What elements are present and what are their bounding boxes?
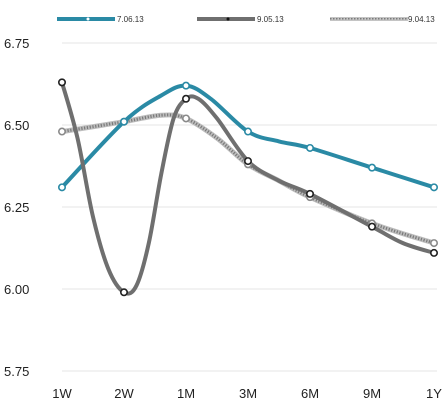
- x-tick-label: 9M: [363, 386, 381, 401]
- x-tick-label: 1Y: [426, 386, 442, 401]
- x-tick-label: 6M: [301, 386, 319, 401]
- y-axis-labels: 5.75 6.00 6.25 6.50 6.75: [4, 36, 29, 379]
- data-point: [120, 288, 129, 297]
- y-tick-label: 6.25: [4, 200, 29, 215]
- data-point: [305, 143, 314, 152]
- legend-label: 9.04.13: [408, 15, 435, 24]
- data-point: [57, 127, 66, 136]
- series-line-7.06.13: [60, 83, 436, 190]
- series-line-9.05.13: [60, 80, 436, 296]
- y-tick-label: 6.50: [4, 118, 29, 133]
- data-point: [429, 248, 438, 257]
- legend-marker: [86, 17, 90, 21]
- y-tick-label: 5.75: [4, 364, 29, 379]
- y-tick-label: 6.75: [4, 36, 29, 51]
- legend-label: 7.06.13: [117, 15, 144, 24]
- legend-label: 9.05.13: [257, 15, 284, 24]
- legend-swatch: [330, 17, 408, 21]
- y-tick-label: 6.00: [4, 282, 29, 297]
- x-tick-label: 2W: [114, 386, 134, 401]
- data-point: [244, 157, 253, 166]
- legend: 7.06.13 9.05.13 9.04.13: [57, 15, 435, 24]
- series-markers: [57, 78, 438, 297]
- data-point: [429, 239, 438, 248]
- data-point: [429, 183, 438, 192]
- x-axis-labels: 1W 2W 1M 3M 6M 9M 1Y: [52, 386, 442, 401]
- data-point: [305, 189, 314, 198]
- x-tick-label: 1M: [177, 386, 195, 401]
- data-point: [367, 163, 376, 172]
- data-point: [244, 127, 253, 136]
- x-tick-label: 3M: [239, 386, 257, 401]
- data-point: [182, 94, 191, 103]
- data-point: [182, 81, 191, 90]
- data-point: [57, 183, 66, 192]
- data-point: [57, 78, 66, 87]
- x-tick-label: 1W: [52, 386, 72, 401]
- data-point: [120, 117, 129, 126]
- series-lines: [59, 80, 437, 296]
- data-point: [182, 114, 191, 123]
- legend-marker: [226, 17, 230, 21]
- gridlines: [62, 42, 437, 372]
- data-point: [367, 222, 376, 231]
